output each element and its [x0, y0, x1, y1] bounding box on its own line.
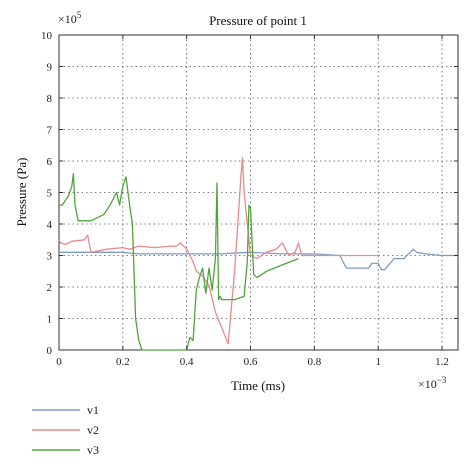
y-tick-label: 3 [47, 251, 53, 263]
x-multiplier: ×10 [418, 377, 437, 391]
legend: v1 v2 v3 [32, 403, 99, 457]
y-multiplier: ×10 [58, 12, 77, 26]
x-tick-label: 0.8 [307, 356, 321, 368]
legend-label-v1: v1 [87, 403, 99, 417]
x-exponent: −3 [437, 375, 447, 385]
y-tick-label: 2 [47, 282, 53, 294]
legend-label-v3: v3 [87, 443, 99, 457]
y-tick-label: 7 [47, 125, 53, 137]
y-tick-label: 8 [47, 93, 53, 105]
x-exponent-label: ×10−3 [418, 375, 447, 391]
x-tick-label: 0.6 [244, 356, 258, 368]
legend-label-v2: v2 [87, 423, 99, 437]
y-tick-label: 9 [47, 62, 53, 74]
y-tick-label: 4 [47, 219, 53, 231]
y-tick-label: 5 [47, 188, 53, 200]
series-line-v2 [58, 157, 379, 345]
grid-lines [59, 35, 458, 350]
y-tick-label: 1 [47, 314, 53, 326]
x-tick-label: 1.2 [435, 356, 449, 368]
y-tick-label: 0 [47, 345, 53, 357]
axis-ticks: 0 0.2 0.4 0.6 0.8 1 1.2 0 1 2 3 4 5 6 7 8 9 10 [41, 30, 458, 368]
x-tick-label: 0.4 [180, 356, 194, 368]
series-line-v1 [59, 248, 458, 271]
y-tick-label: 10 [41, 30, 53, 42]
y-axis-title: Pressure (Pa) [14, 158, 29, 227]
y-exponent-label: ×105 [58, 10, 82, 26]
x-tick-label: 0.2 [116, 356, 130, 368]
chart-title: Pressure of point 1 [209, 13, 307, 28]
x-axis-title: Time (ms) [231, 378, 285, 393]
y-tick-label: 6 [47, 156, 53, 168]
y-exponent: 5 [77, 10, 82, 20]
x-tick-label: 1 [375, 356, 381, 368]
x-tick-label: 0 [56, 356, 62, 368]
